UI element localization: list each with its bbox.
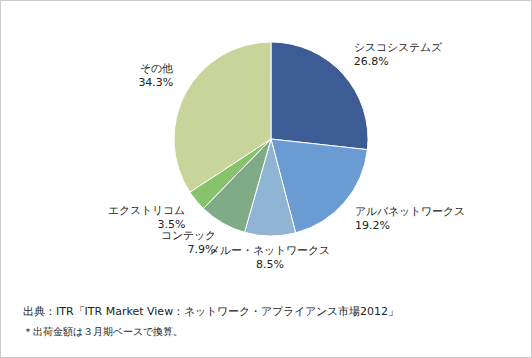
svg-text:コンテック7.9%: コンテック7.9% xyxy=(161,229,216,256)
svg-text:アルバネットワークス19.2%: アルバネットワークス19.2% xyxy=(355,205,465,232)
svg-text:エクストリコム3.5%: エクストリコム3.5% xyxy=(108,204,185,231)
svg-text:メルー・ネットワークス8.5%: メルー・ネットワークス8.5% xyxy=(209,244,330,271)
html-text:出典：ITR「ITR Market View：ネットワーク・: 出典：ITR「ITR Market View：ネットワーク・アプライアンス市場2… xyxy=(23,305,400,318)
svg-text:シスコシステムズ26.8%: シスコシステムズ26.8% xyxy=(354,41,443,68)
html-text:＊出荷金額は３月期ベースで換算。: ＊出荷金額は３月期ベースで換算。 xyxy=(23,326,183,337)
svg-text:その他34.3%: その他34.3% xyxy=(138,62,173,89)
